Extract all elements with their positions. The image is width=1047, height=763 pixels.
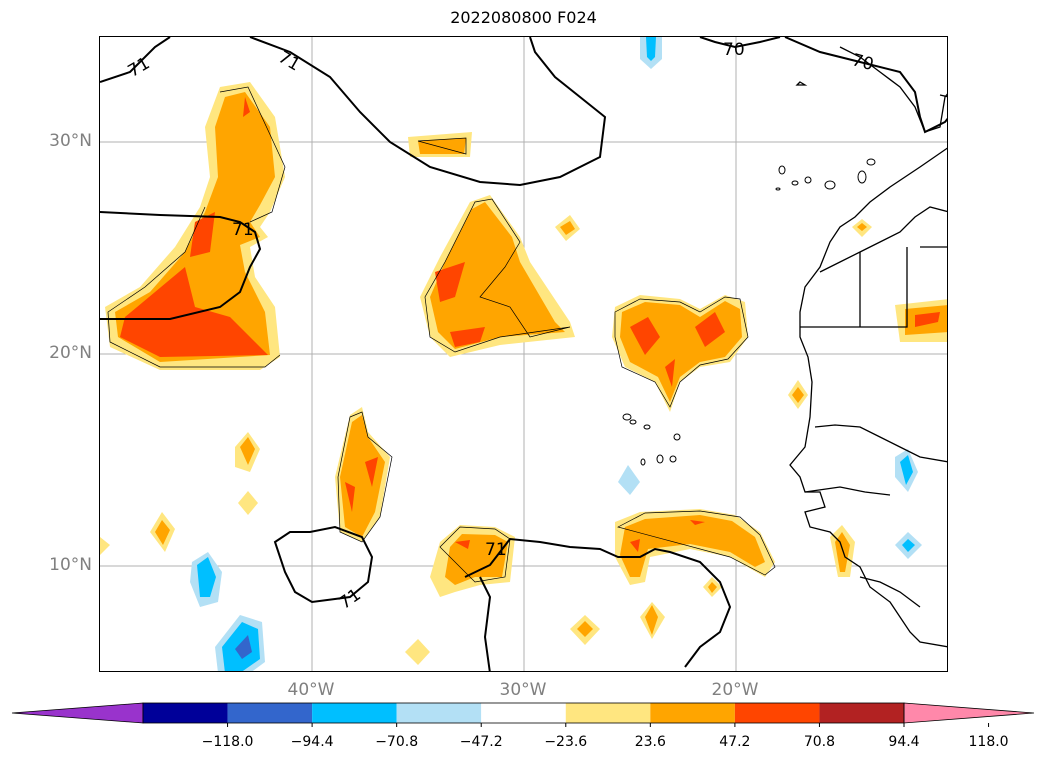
contour-label: 70: [723, 40, 745, 60]
colorbar-extend-high: [903, 702, 1035, 724]
islands: [622, 158, 876, 466]
lon-label-20w: 20°W: [711, 680, 759, 700]
contour-label: 71: [275, 47, 304, 75]
contour-label: 71: [125, 54, 154, 82]
colorbar-tick-label: −47.2: [459, 734, 503, 750]
lat-label-30n: 30°N: [49, 131, 92, 151]
colorbar-tick-label: 70.8: [803, 734, 836, 750]
colorbar-tick-label: 118.0: [968, 734, 1009, 750]
contour-lines: [100, 37, 947, 671]
contour-label: 71: [232, 220, 254, 240]
colorbar-tick-label: 94.4: [888, 734, 920, 750]
colorbar-tick-label: −94.4: [290, 734, 334, 750]
colorbar: [11, 702, 1035, 727]
map-title: 2022080800 F024: [450, 8, 597, 27]
contour-label: 71: [485, 540, 507, 560]
contour-label: 70: [850, 50, 876, 75]
colorbar-segment: [312, 703, 397, 723]
colorbar-tick-label: 23.6: [634, 734, 666, 750]
colorbar-extend-low: [11, 702, 144, 724]
lat-label-10n: 10°N: [49, 555, 92, 575]
colorbar-segment: [650, 703, 735, 723]
lon-label-40w: 40°W: [287, 680, 335, 700]
colorbar-tick-label: −118.0: [201, 734, 254, 750]
colorbar-segment: [227, 703, 313, 723]
anomaly-fields: [100, 37, 947, 671]
colorbar-segment: [565, 703, 651, 723]
colorbar-segment: [143, 703, 228, 723]
colorbar-tick-label: −70.8: [375, 734, 419, 750]
map-panel: 71 71 71 70 70 71 71: [99, 36, 948, 672]
coastline: [789, 46, 947, 648]
colorbar-segment: [481, 703, 566, 723]
colorbar-tick-label: 47.2: [719, 734, 751, 750]
lon-label-30w: 30°W: [499, 680, 547, 700]
colorbar-segment: [819, 703, 904, 723]
colorbar-tick-label: −23.6: [544, 734, 588, 750]
map-canvas: 71 71 71 70 70 71 71: [100, 37, 947, 671]
colorbar-segment: [396, 703, 482, 723]
colorbar-segment: [734, 703, 820, 723]
lat-label-20n: 20°N: [49, 343, 92, 363]
